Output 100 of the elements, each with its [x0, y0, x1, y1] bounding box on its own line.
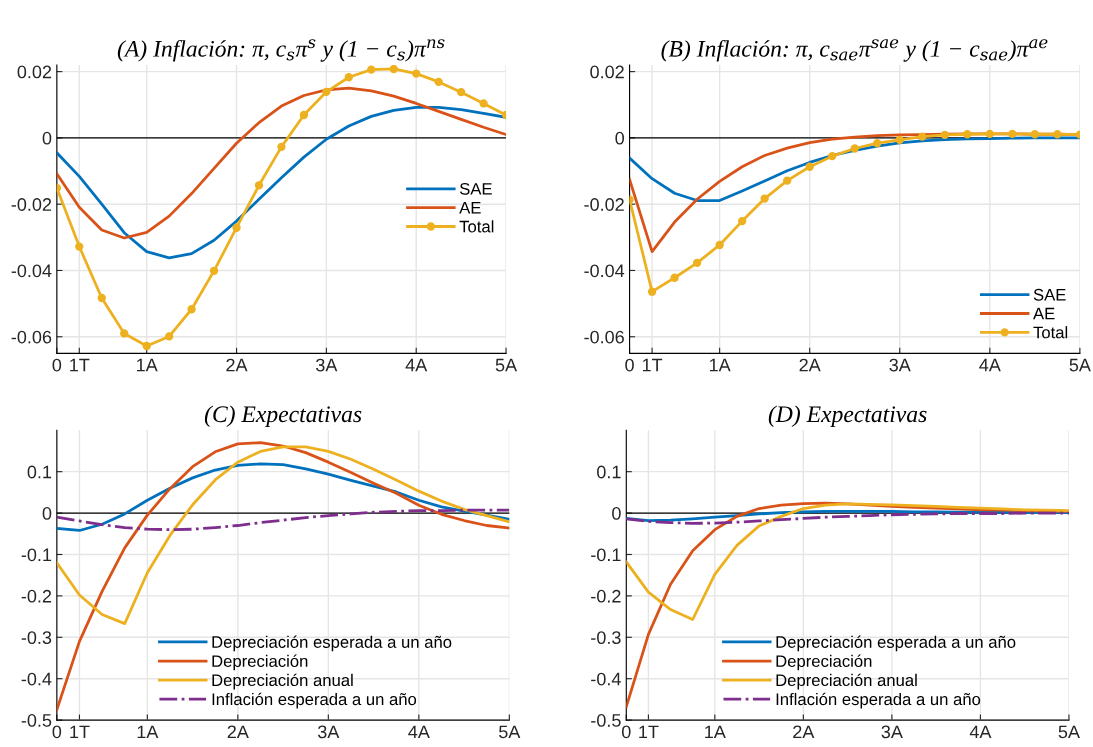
point — [715, 240, 724, 250]
line-series — [56, 508, 510, 532]
chart-title: (A) Inflación: π, c$_{s}$π$^{s}$ y (1 − c$_{s}$)π$^{ns}$ — [117, 39, 445, 62]
y-tick-label: -0.2 — [21, 589, 52, 603]
point — [647, 287, 657, 296]
point — [1008, 129, 1017, 139]
point — [232, 223, 241, 232]
point — [985, 129, 994, 139]
y-tick-label: -0.4 — [21, 672, 52, 686]
legend-label: Inflación esperada a un año — [212, 692, 417, 709]
legend-label: SAE — [459, 182, 492, 195]
y-tick-label: 0 — [42, 507, 52, 520]
legend-label: AE — [459, 202, 481, 214]
x-tick-label: 5A — [499, 725, 521, 739]
x-tick-label: 0 — [52, 358, 62, 372]
point — [367, 65, 376, 74]
point — [456, 87, 466, 97]
legend-label: Depreciación anual — [776, 673, 917, 690]
legend-label: Inflación esperada a un año — [776, 692, 981, 709]
point — [322, 87, 331, 97]
y-tick-label: -0.1 — [21, 548, 52, 562]
y-tick-label: -0.3 — [591, 631, 621, 645]
line-series — [626, 502, 1069, 621]
point — [277, 142, 286, 152]
point — [164, 332, 174, 341]
x-tick-label: 1T — [639, 725, 659, 739]
point — [97, 293, 106, 303]
legend-label: Depreciación esperada a un año — [212, 635, 452, 652]
y-tick-label: 0.02 — [590, 65, 624, 79]
point — [142, 341, 151, 351]
point — [479, 99, 488, 108]
legend-label: Depreciación esperada a un año — [776, 635, 1016, 652]
y-tick-label: 0 — [42, 131, 52, 145]
y-tick-label: -0.3 — [21, 631, 52, 645]
y-tick-label: -0.06 — [11, 330, 52, 344]
x-tick-label: 4A — [408, 725, 430, 739]
legend-label: Total — [459, 220, 494, 233]
x-tick-label: 1A — [705, 725, 726, 739]
y-tick-label: -0.04 — [11, 264, 52, 278]
legend-label: Depreciación — [212, 654, 308, 671]
y-tick-label: -0.5 — [591, 714, 621, 727]
y-tick-label: -0.04 — [584, 264, 625, 278]
x-tick-label: 3A — [881, 725, 903, 739]
legend-label: Total — [1033, 326, 1068, 339]
y-tick-label: 0 — [615, 131, 624, 145]
x-tick-label: 4A — [979, 358, 1001, 372]
y-tick-label: -0.4 — [591, 672, 621, 686]
y-tick-label: -0.02 — [11, 198, 52, 211]
x-tick-label: 3A — [889, 358, 911, 372]
x-tick-label: 1A — [709, 358, 731, 372]
chart-title: (D) Expectativas — [768, 405, 927, 427]
x-tick-label: 1T — [642, 358, 663, 372]
y-tick-label: -0.2 — [591, 589, 621, 603]
x-tick-label: 3A — [316, 358, 338, 372]
point — [940, 130, 949, 140]
point — [254, 181, 264, 190]
y-tick-label: 0 — [612, 507, 621, 520]
point — [412, 69, 421, 78]
point — [1053, 130, 1062, 139]
legend-label: AE — [1033, 307, 1055, 320]
x-tick-label: 1A — [137, 358, 158, 372]
chart-title: (B) Inflación: π, c$_{sae}$π$^{sae}$ y (1 − c$_{sae}$)π$^{ae}$ — [661, 39, 1048, 62]
y-tick-label: -0.5 — [21, 714, 52, 727]
x-tick-label: 5A — [1058, 725, 1080, 739]
x-tick-label: 4A — [405, 358, 428, 372]
point — [344, 73, 353, 82]
point — [434, 77, 443, 87]
x-tick-label: 1T — [70, 358, 90, 372]
point — [1030, 130, 1040, 139]
y-tick-label: 0.1 — [27, 465, 52, 479]
line-series — [56, 445, 510, 626]
x-tick-label: 3A — [317, 725, 340, 739]
point — [692, 258, 702, 268]
y-tick-label: -0.06 — [584, 330, 624, 344]
y-tick-label: 0.1 — [597, 465, 621, 479]
x-tick-label: 5A — [1069, 358, 1091, 372]
point — [850, 144, 859, 153]
x-tick-label: 2A — [799, 358, 821, 372]
point — [918, 132, 927, 141]
point — [805, 162, 814, 171]
point — [895, 135, 904, 145]
x-tick-label: 2A — [226, 358, 248, 372]
chart-title: (C) Expectativas — [204, 405, 362, 427]
x-tick-label: 1A — [137, 725, 159, 739]
point — [75, 242, 84, 251]
y-tick-label: -0.02 — [584, 198, 624, 211]
point — [873, 139, 882, 148]
legend-label: Depreciación — [776, 654, 872, 671]
legend-label: Depreciación anual — [212, 673, 353, 690]
point — [187, 305, 196, 314]
x-tick-label: 4A — [969, 725, 992, 739]
point — [389, 64, 398, 74]
x-tick-label: 0 — [625, 358, 634, 372]
line-series — [56, 441, 510, 712]
x-tick-label: 2A — [793, 725, 815, 739]
y-tick-label: 0.02 — [17, 65, 52, 79]
x-tick-label: 2A — [227, 725, 249, 739]
point — [760, 194, 769, 203]
point — [120, 329, 129, 338]
point — [737, 216, 747, 226]
